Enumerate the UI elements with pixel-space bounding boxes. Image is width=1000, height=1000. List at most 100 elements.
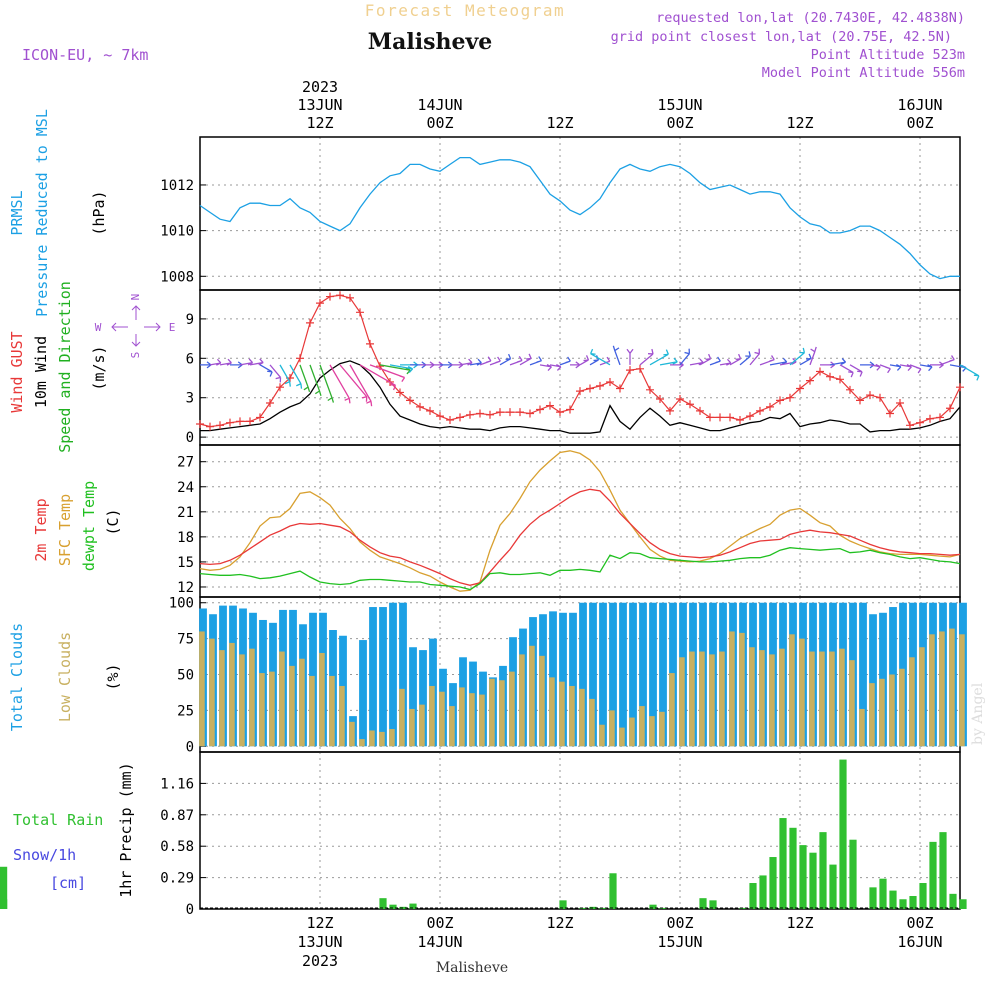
gust-point-marker (486, 410, 494, 419)
gust-point-marker (586, 384, 594, 393)
low-cloud-bar (739, 632, 745, 747)
top-hour-label: 00Z (666, 114, 693, 132)
low-cloud-bar (779, 648, 785, 747)
gust-point-marker (206, 422, 214, 431)
gust-point-marker (246, 417, 254, 426)
total-cloud-bar (419, 650, 427, 747)
wind-direction-arrow (459, 358, 473, 366)
wind-direction-arrow (249, 358, 264, 366)
wind-direction-arrow (329, 364, 351, 404)
gust-point-marker (526, 409, 534, 418)
2m-temp-label: 2m Temp (32, 498, 50, 561)
y-tick-label: 0 (186, 430, 194, 446)
y-tick-label: 9 (186, 312, 194, 328)
gust-point-marker (686, 400, 694, 409)
total-cloud-bar (619, 602, 627, 747)
precip-bar (819, 832, 827, 909)
compass-rose: N W E S (95, 294, 176, 359)
low-cloud-bar (389, 729, 395, 747)
panel-precip: 0 0.29 0.58 0.87 1.16 (0, 751, 967, 918)
gust-point-marker (356, 308, 364, 317)
wind-direction-arrow (219, 358, 232, 366)
low-cloud-bar (789, 634, 795, 747)
low-clouds-label: Low Clouds (56, 632, 74, 722)
dewpoint-label: dewpt Temp (80, 481, 98, 571)
low-cloud-bar (879, 678, 885, 747)
gust-point-marker (716, 413, 724, 422)
wind-direction-arrow (389, 364, 414, 373)
compass-west: W (95, 321, 102, 334)
bottom-hour-label: 12Z (786, 914, 813, 932)
total-cloud-bar (569, 612, 577, 747)
low-cloud-bar (719, 651, 725, 747)
low-cloud-bar (379, 731, 385, 747)
y-tick-label: 1012 (160, 178, 194, 194)
wind-direction-arrow (789, 347, 806, 366)
low-cloud-bar (249, 648, 255, 747)
low-cloud-bar (539, 655, 545, 747)
wind-direction-arrow (849, 364, 863, 377)
precip-bar (759, 875, 767, 909)
top-hour-label: 00Z (426, 114, 453, 132)
bottom-hour-label: 00Z (426, 914, 453, 932)
low-cloud-bar (439, 691, 445, 747)
low-cloud-bar (459, 687, 465, 747)
total-cloud-bar (869, 614, 877, 747)
total-cloud-bar (379, 607, 387, 747)
low-cloud-bars (199, 628, 965, 747)
wind-direction-arrow (959, 364, 980, 381)
total-cloud-bar (589, 602, 597, 747)
precip-bar (929, 841, 937, 909)
wind-direction-arrow (239, 358, 254, 366)
precip-bar (779, 818, 787, 909)
gust-point-marker (276, 383, 284, 392)
low-cloud-bar (209, 638, 215, 747)
precip-bar (789, 827, 797, 909)
compass-north: N (129, 294, 142, 301)
gust-point-marker (296, 354, 304, 363)
low-cloud-bar (759, 650, 765, 747)
wind-direction-arrow (209, 358, 222, 366)
low-cloud-bar (419, 704, 425, 747)
precip-bar (699, 898, 707, 909)
panel-frame-pressure (199, 136, 961, 291)
gust-point-marker (446, 416, 454, 425)
grid-pressure (200, 137, 960, 290)
wind-direction-arrow (626, 348, 634, 365)
wind-direction-arrow (919, 364, 933, 372)
gust-point-marker (906, 421, 914, 430)
low-cloud-bar (619, 727, 625, 747)
gust-point-marker (476, 409, 484, 418)
gust-point-marker (396, 388, 404, 397)
precip-bar (389, 904, 397, 909)
gust-point-marker (616, 384, 624, 393)
pressure-unit: (hPa) (90, 190, 108, 235)
wind-direction-arrow (879, 364, 891, 374)
y-tick-label: 0.87 (160, 808, 194, 824)
wind-direction-arrow (489, 356, 501, 366)
y-tick-label: 3 (186, 391, 194, 407)
low-cloud-bar (809, 651, 815, 747)
low-cloud-bar (349, 721, 355, 747)
wind-direction-arrow (359, 364, 397, 391)
y-tick-label: 0 (186, 902, 194, 918)
top-date-label: 13JUN (297, 96, 342, 114)
wind-direction-arrow (299, 364, 311, 393)
panel-pressure: 1008 1010 1012 (160, 136, 961, 291)
low-cloud-bar (409, 708, 415, 747)
gust-point-marker (466, 410, 474, 419)
dewpoint-line (199, 547, 961, 591)
low-cloud-bar (949, 628, 955, 747)
wind-direction-arrow (200, 361, 212, 369)
gust-point-marker (556, 408, 564, 417)
wind-direction-arrow (829, 358, 847, 366)
pressure-label-msl: Pressure Reduced to MSL (33, 109, 51, 317)
gust-point-marker (626, 366, 634, 375)
gust-point-marker (496, 408, 504, 417)
chart-panels: 1008101010120369121518212427025507510000… (0, 136, 980, 918)
y-tick-label: 21 (177, 505, 194, 521)
top-date-label: 14JUN (417, 96, 462, 114)
gust-point-marker (916, 418, 924, 427)
low-cloud-bar (429, 685, 435, 747)
wind-speed-direction-label: Speed and Direction (56, 281, 74, 453)
